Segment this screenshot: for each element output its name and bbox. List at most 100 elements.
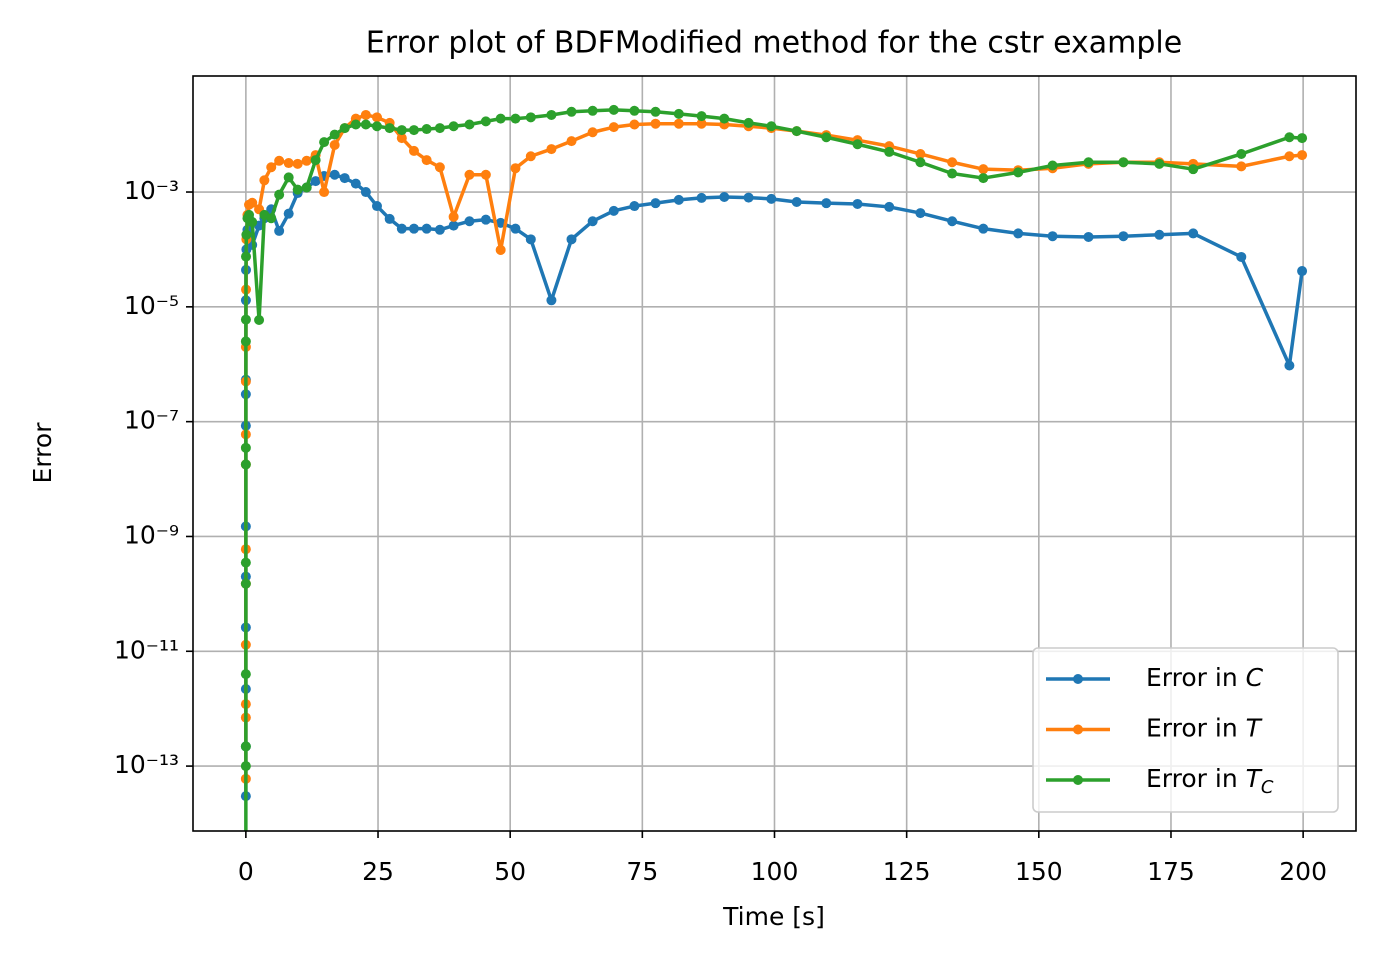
data-point bbox=[525, 234, 536, 245]
y-tick-label: 10⁻⁹ bbox=[124, 520, 179, 549]
data-point bbox=[350, 178, 361, 189]
data-point bbox=[1284, 132, 1295, 143]
y-tick-label: 10⁻⁷ bbox=[124, 406, 179, 435]
data-point bbox=[1083, 157, 1094, 168]
data-point bbox=[525, 151, 536, 162]
data-point bbox=[566, 234, 577, 245]
data-point bbox=[240, 442, 251, 453]
x-tick-label: 200 bbox=[1279, 857, 1327, 886]
data-point bbox=[546, 109, 557, 120]
data-point bbox=[241, 229, 252, 240]
data-point bbox=[915, 208, 926, 219]
data-point bbox=[240, 578, 251, 589]
legend: Error in C Error in T Error in TC bbox=[1032, 647, 1339, 813]
data-point bbox=[360, 119, 371, 130]
data-point bbox=[947, 216, 958, 227]
data-point bbox=[283, 172, 294, 183]
data-point bbox=[915, 148, 926, 159]
data-point bbox=[587, 105, 598, 116]
x-tick-label: 50 bbox=[494, 857, 526, 886]
data-point bbox=[673, 108, 684, 119]
data-point bbox=[329, 139, 340, 150]
data-point bbox=[434, 162, 445, 173]
data-point bbox=[247, 197, 258, 208]
data-point bbox=[434, 224, 445, 235]
data-point bbox=[254, 314, 265, 325]
data-point bbox=[384, 123, 395, 134]
data-point bbox=[884, 146, 895, 157]
data-point bbox=[371, 121, 382, 132]
x-tick-label: 175 bbox=[1147, 857, 1195, 886]
data-point bbox=[274, 189, 285, 200]
x-tick-label: 75 bbox=[626, 857, 658, 886]
data-point bbox=[464, 119, 475, 130]
data-point bbox=[421, 223, 432, 234]
legend-label: Error in C bbox=[1146, 663, 1264, 692]
data-point bbox=[608, 104, 619, 115]
y-axis-label: Error bbox=[28, 422, 57, 484]
data-point bbox=[310, 155, 321, 166]
data-point bbox=[650, 106, 661, 117]
data-point bbox=[1154, 229, 1165, 240]
legend-marker bbox=[1073, 674, 1083, 684]
data-point bbox=[629, 201, 640, 212]
data-point bbox=[743, 192, 754, 203]
data-point bbox=[766, 193, 777, 204]
data-point bbox=[1013, 167, 1024, 178]
data-point bbox=[408, 145, 419, 156]
data-point bbox=[608, 122, 619, 133]
x-tick-label: 150 bbox=[1015, 857, 1063, 886]
data-point bbox=[1297, 133, 1308, 144]
data-point bbox=[319, 137, 330, 148]
data-point bbox=[566, 136, 577, 147]
plot-area bbox=[240, 104, 1308, 831]
data-point bbox=[319, 187, 330, 198]
data-point bbox=[329, 129, 340, 140]
data-point bbox=[566, 106, 577, 117]
legend-label: Error in TC bbox=[1146, 764, 1274, 798]
data-point bbox=[525, 112, 536, 123]
data-point bbox=[384, 213, 395, 224]
data-point bbox=[480, 116, 491, 127]
data-point bbox=[240, 741, 251, 752]
data-point bbox=[339, 173, 350, 184]
data-point bbox=[978, 223, 989, 234]
data-point bbox=[629, 105, 640, 116]
data-point bbox=[396, 133, 407, 144]
data-point bbox=[240, 557, 251, 568]
data-point bbox=[464, 216, 475, 227]
data-point bbox=[696, 111, 707, 122]
data-point bbox=[821, 198, 832, 209]
x-tick-label: 125 bbox=[883, 857, 931, 886]
data-point bbox=[1236, 161, 1247, 172]
data-point bbox=[743, 117, 754, 128]
y-tick-label: 10⁻⁵ bbox=[124, 291, 179, 320]
data-point bbox=[480, 169, 491, 180]
data-point bbox=[434, 123, 445, 134]
data-point bbox=[339, 123, 350, 134]
data-point bbox=[464, 169, 475, 180]
data-point bbox=[421, 124, 432, 135]
data-point bbox=[240, 459, 251, 470]
data-point bbox=[1047, 160, 1058, 171]
data-point bbox=[448, 121, 459, 132]
data-point bbox=[1236, 251, 1247, 262]
y-tick-label: 10⁻¹³ bbox=[114, 750, 179, 779]
data-point bbox=[852, 198, 863, 209]
data-point bbox=[673, 194, 684, 205]
data-point bbox=[421, 155, 432, 166]
data-point bbox=[821, 132, 832, 143]
data-point bbox=[240, 669, 251, 680]
data-point bbox=[1297, 150, 1308, 161]
data-point bbox=[1188, 164, 1199, 175]
data-point bbox=[510, 163, 521, 174]
data-point bbox=[766, 121, 777, 132]
data-point bbox=[1188, 228, 1199, 239]
data-point bbox=[240, 314, 251, 325]
data-point bbox=[1013, 228, 1024, 239]
data-point bbox=[852, 139, 863, 150]
x-axis-label: Time [s] bbox=[722, 902, 825, 931]
legend-label: Error in T bbox=[1146, 714, 1263, 743]
